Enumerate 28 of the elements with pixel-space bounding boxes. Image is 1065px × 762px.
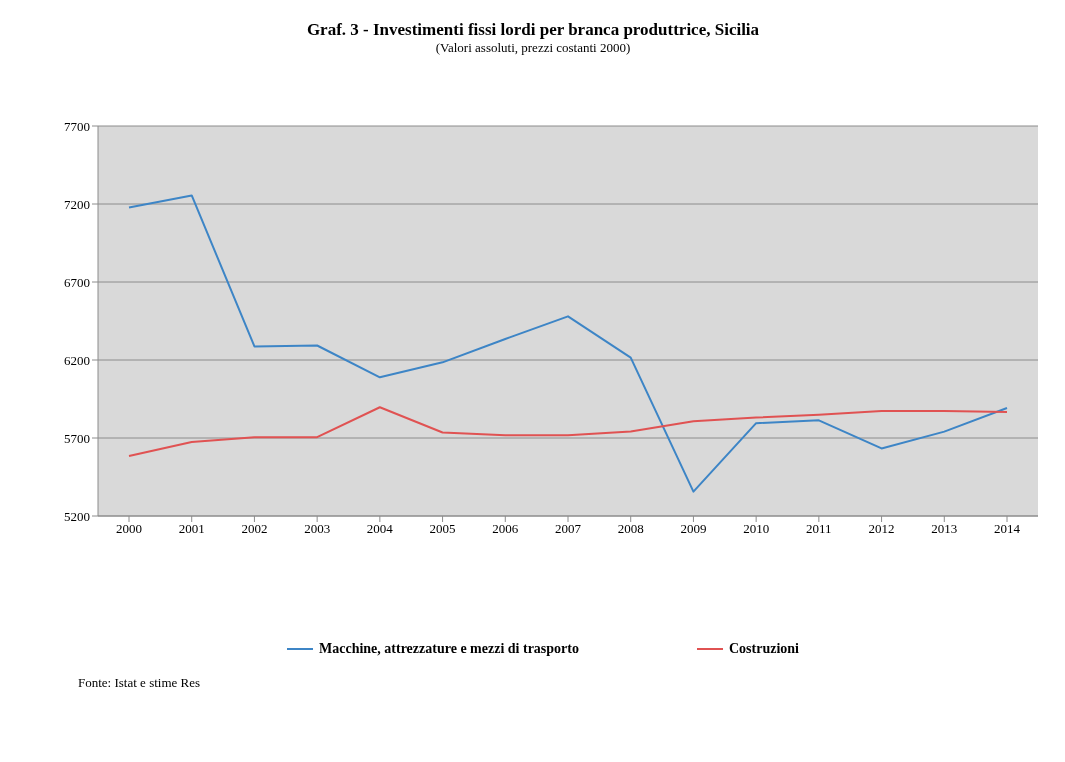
y-tick-label: 7200	[64, 196, 90, 212]
y-tick-label: 5700	[64, 430, 90, 446]
x-tick-label: 2011	[806, 521, 832, 537]
line-series	[128, 194, 1008, 493]
x-tick-label: 2002	[241, 521, 268, 537]
x-tick-label: 2001	[178, 521, 205, 537]
x-tick-label: 2004	[366, 521, 394, 537]
x-tick-label: 2007	[555, 521, 582, 537]
x-tick-label: 2005	[429, 521, 456, 537]
legend-label: Macchine, attrezzature e mezzi di trasporto	[319, 641, 579, 657]
source-note: Fonte: Istat e stime Res	[78, 675, 202, 691]
line-series	[128, 406, 1008, 457]
x-tick-label: 2006	[492, 521, 519, 537]
y-tick-label: 6700	[64, 274, 90, 290]
y-tick-label: 5200	[64, 508, 90, 524]
x-tick-label: 2010	[743, 521, 770, 537]
x-tick-label: 2009	[680, 521, 707, 537]
x-tick-label: 2013	[931, 521, 958, 537]
chart-subtitle: (Valori assoluti, prezzi costanti 2000)	[434, 40, 632, 56]
x-tick-label: 2003	[304, 521, 331, 537]
chart-title: Graf. 3 - Investimenti fissi lordi per branca produttrice, Sicilia	[305, 20, 761, 40]
y-tick-label: 7700	[64, 118, 90, 134]
x-tick-label: 2012	[868, 521, 895, 537]
y-tick-label: 6200	[64, 352, 90, 368]
x-tick-label: 2000	[116, 521, 142, 537]
x-tick-label: 2014	[994, 521, 1021, 537]
x-tick-label: 2008	[617, 521, 644, 537]
legend-label: Costruzioni	[728, 641, 799, 657]
